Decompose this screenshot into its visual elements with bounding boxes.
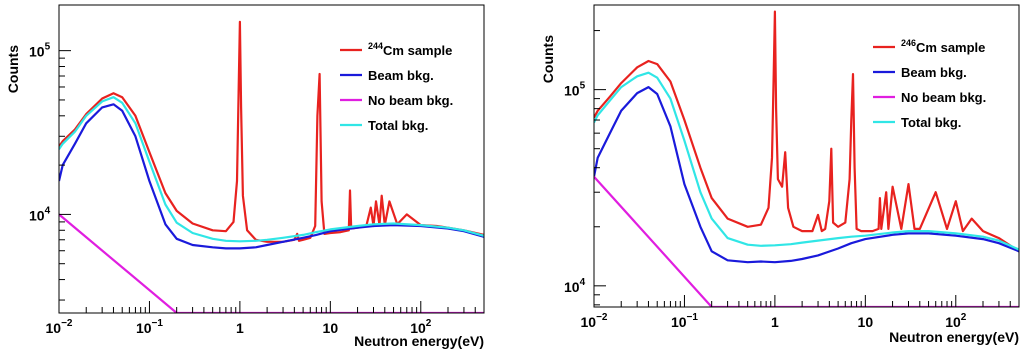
y-tick-label: 104 xyxy=(564,277,586,295)
y-axis-title: Counts xyxy=(5,45,21,93)
y-tick-label: 104 xyxy=(29,205,51,223)
series-line-cm-sample xyxy=(594,10,1019,253)
legend: 244Cm sample Beam bkg. No beam bkg. Total b… xyxy=(340,41,453,133)
x-tick-label: 10−2 xyxy=(46,318,73,336)
legend-entry: Beam bkg. xyxy=(368,68,434,83)
chart-panel-2: 10−2 10−1 1 10 102 104 105 Counts Neutron energy… xyxy=(540,4,1020,345)
x-tick-label: 1 xyxy=(771,314,779,330)
series-line-beam-bkg xyxy=(59,103,484,250)
legend-entry: Total bkg. xyxy=(368,118,428,133)
y-tick-label: 105 xyxy=(564,81,586,99)
series-line-total-bkg xyxy=(594,71,1019,251)
chart-panel-1: 10−2 10−1 1 10 102 104 105 Counts Neutron energy… xyxy=(5,4,485,349)
x-tick-label: 102 xyxy=(410,318,432,336)
x-axis-title: Neutron energy(eV) xyxy=(354,333,484,349)
series-line-no-beam-bkg xyxy=(594,175,1019,307)
series-line-beam-bkg xyxy=(594,86,1019,264)
legend-entry: No beam bkg. xyxy=(901,90,986,105)
x-tick-label: 1 xyxy=(236,320,244,336)
x-tick-label: 10−1 xyxy=(671,312,698,330)
legend-entry: Total bkg. xyxy=(901,115,961,130)
legend-entry: 246Cm sample xyxy=(901,38,985,55)
x-tick-label: 10 xyxy=(858,314,874,330)
series-line-no-beam-bkg xyxy=(59,213,484,313)
x-tick-label: 10 xyxy=(323,320,339,336)
legend-entry: No beam bkg. xyxy=(368,93,453,108)
series-group xyxy=(59,20,484,313)
series-line-total-bkg xyxy=(59,96,484,243)
x-tick-label: 102 xyxy=(945,312,967,330)
x-axis-title: Neutron energy(eV) xyxy=(889,329,1019,345)
series-group xyxy=(594,10,1019,307)
legend: 246Cm sample Beam bkg. No beam bkg. Total b… xyxy=(873,38,986,130)
x-tick-label: 10−1 xyxy=(136,318,163,336)
plot-frame xyxy=(58,4,485,314)
series-line-cm-sample xyxy=(59,20,484,243)
legend-entry: Beam bkg. xyxy=(901,65,967,80)
y-axis-title: Counts xyxy=(540,35,556,83)
x-tick-label: 10−2 xyxy=(581,312,608,330)
plot-frame xyxy=(593,4,1020,308)
y-tick-label: 105 xyxy=(29,42,51,60)
legend-entry: 244Cm sample xyxy=(368,41,452,58)
